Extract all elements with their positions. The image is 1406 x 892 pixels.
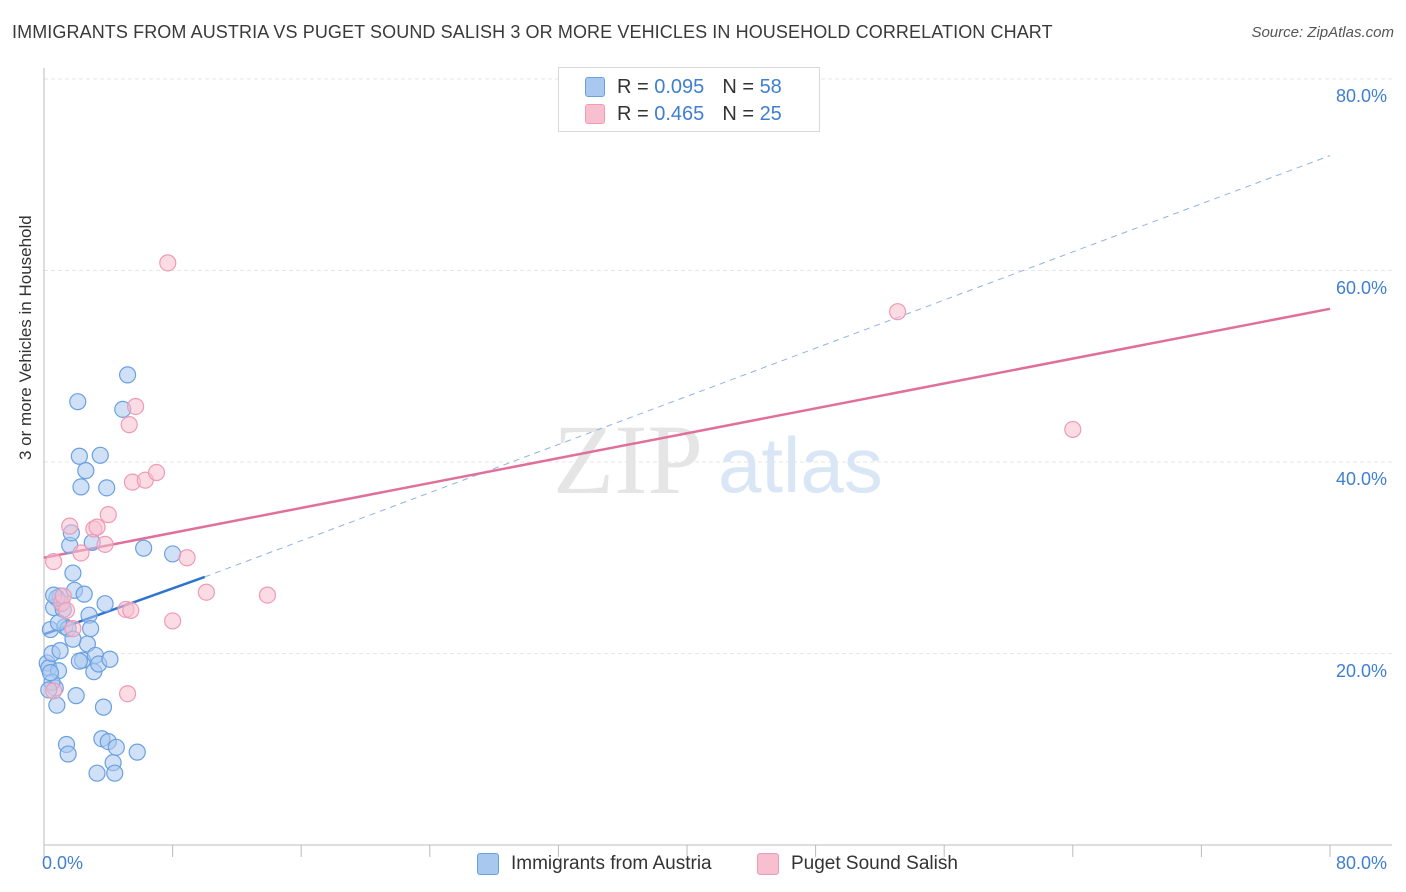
point-0-46 — [135, 539, 153, 557]
point-0-20 — [70, 447, 88, 465]
point-1-24 — [258, 586, 277, 604]
point-0-57 — [41, 664, 60, 682]
legend-r-label: R = — [617, 75, 649, 98]
y-tick-label-1: 40.0% — [1336, 469, 1388, 489]
series-swatch-austria — [477, 853, 499, 875]
point-0-44 — [118, 366, 137, 384]
series-legend-austria: Immigrants from Austria — [477, 852, 712, 876]
legend-r-label: R = — [617, 102, 649, 125]
legend-n-label: N = — [722, 102, 754, 125]
point-1-26 — [1064, 420, 1082, 439]
point-1-5 — [61, 517, 79, 535]
legend-n-label: N = — [722, 75, 754, 98]
point-1-19 — [147, 463, 166, 482]
point-1-22 — [178, 549, 196, 567]
point-0-23 — [75, 585, 93, 603]
point-0-19 — [69, 393, 87, 411]
point-1-3 — [54, 587, 72, 605]
legend-row-salish: R = 0.465 N = 25 — [585, 102, 782, 126]
legend-n-value-salish: 25 — [759, 102, 782, 125]
watermark-zip: ZIP — [553, 404, 703, 515]
series-name-salish: Puget Sound Salish — [791, 853, 958, 874]
point-0-6 — [48, 696, 66, 714]
point-0-18 — [67, 687, 85, 705]
point-0-37 — [98, 479, 116, 497]
chart-title: IMMIGRANTS FROM AUSTRIA VS PUGET SOUND S… — [12, 22, 1053, 42]
point-1-10 — [96, 535, 114, 553]
point-1-15 — [120, 416, 138, 434]
legend-swatch-salish — [585, 104, 605, 124]
legend-r-value-austria: 0.095 — [654, 75, 705, 98]
point-0-13 — [59, 745, 77, 763]
point-0-36 — [96, 595, 114, 613]
point-1-25 — [888, 303, 907, 321]
point-1-20 — [159, 254, 177, 272]
trend-dashed-0 — [204, 155, 1331, 578]
watermark-atlas: atlas — [718, 421, 883, 509]
point-1-17 — [127, 397, 145, 416]
point-1-1 — [45, 682, 63, 700]
data-points — [38, 254, 1082, 782]
series-swatch-salish — [757, 853, 779, 875]
chart-source: Source: ZipAtlas.com — [1251, 24, 1394, 41]
legend-row-austria: R = 0.095 N = 58 — [585, 75, 782, 99]
point-0-39 — [101, 650, 119, 668]
legend-r-value-salish: 0.465 — [654, 102, 705, 125]
point-0-41 — [106, 764, 124, 782]
point-0-16 — [64, 564, 82, 582]
y-axis-label: 3 or more Vehicles in Household — [16, 215, 35, 460]
series-legend-salish: Puget Sound Salish — [757, 852, 958, 876]
point-1-13 — [118, 685, 137, 703]
axes — [43, 68, 1392, 857]
point-0-21 — [72, 478, 90, 496]
point-0-45 — [128, 743, 146, 761]
y-tick-label-0: 20.0% — [1336, 660, 1388, 681]
point-0-47 — [164, 545, 182, 563]
point-1-11 — [99, 506, 117, 524]
point-0-42 — [107, 738, 125, 756]
point-0-35 — [94, 698, 113, 716]
legend-n-value-austria: 58 — [759, 75, 782, 98]
watermark: ZIP atlas — [553, 404, 883, 515]
point-1-4 — [57, 601, 76, 620]
point-1-14 — [122, 601, 140, 620]
correlation-legend: R = 0.095 N = 58 R = 0.465 N = 25 — [558, 67, 820, 132]
point-0-50 — [51, 642, 69, 660]
x-tick-label-max: 80.0% — [1336, 853, 1388, 873]
trend-solid-1 — [43, 307, 1331, 559]
point-0-52 — [70, 652, 88, 670]
point-0-27 — [82, 620, 100, 638]
point-1-9 — [88, 518, 106, 536]
point-1-23 — [197, 583, 215, 601]
x-tick-label-min: 0.0% — [42, 853, 84, 873]
point-0-31 — [88, 764, 106, 782]
series-name-austria: Immigrants from Austria — [511, 853, 712, 874]
y-tick-label-3: 80.0% — [1336, 86, 1388, 106]
point-0-56 — [49, 614, 68, 632]
point-0-33 — [91, 446, 109, 464]
legend-swatch-austria — [585, 77, 605, 97]
point-1-0 — [45, 552, 63, 571]
y-tick-label-2: 60.0% — [1336, 277, 1388, 298]
point-0-24 — [77, 462, 95, 480]
point-1-7 — [72, 544, 90, 562]
gridlines — [44, 78, 1392, 654]
trend-lines — [43, 155, 1331, 636]
point-1-6 — [64, 620, 82, 638]
point-1-21 — [164, 612, 182, 630]
